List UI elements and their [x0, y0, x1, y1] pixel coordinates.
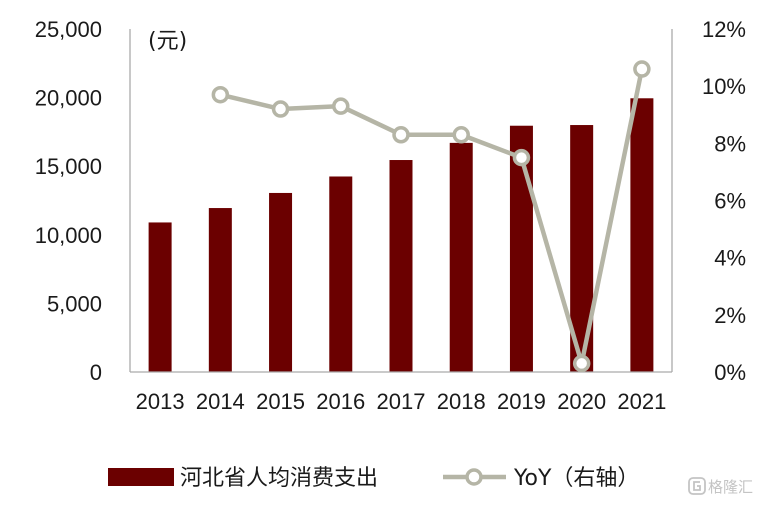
legend-bar-label: 河北省人均消费支出 — [180, 466, 378, 491]
left-tick-label: 5,000 — [47, 291, 102, 316]
right-tick-label: 0% — [714, 360, 746, 385]
yoy-point — [572, 354, 591, 373]
legend-bar-swatch — [108, 468, 174, 486]
left-tick-label: 0 — [90, 360, 102, 385]
x-tick-label: 2021 — [617, 389, 666, 414]
x-tick-label: 2020 — [557, 389, 606, 414]
watermark: 格隆汇 — [688, 477, 753, 496]
bar-series — [148, 98, 654, 372]
yoy-point — [211, 85, 230, 104]
x-tick-label: 2013 — [136, 389, 185, 414]
bar — [329, 176, 353, 372]
bar — [570, 125, 594, 372]
glh-logo-icon — [688, 477, 706, 495]
x-tick-label: 2017 — [377, 389, 426, 414]
left-tick-label: 15,000 — [35, 154, 102, 179]
right-tick-label: 10% — [702, 74, 746, 99]
yoy-point — [512, 148, 531, 167]
right-tick-label: 12% — [702, 17, 746, 42]
yoy-point — [271, 100, 290, 118]
right-tick-label: 6% — [714, 189, 746, 214]
bar — [449, 142, 473, 372]
x-tick-label: 2016 — [316, 389, 365, 414]
bar — [208, 208, 232, 372]
bar — [389, 160, 413, 372]
legend-line-marker — [465, 468, 483, 486]
bar — [630, 98, 654, 372]
yoy-point — [452, 126, 470, 144]
bar — [509, 125, 533, 372]
x-tick-label: 2014 — [196, 389, 245, 414]
bar — [269, 192, 293, 372]
x-tick-label: 2018 — [437, 389, 486, 414]
left-tick-label: 20,000 — [35, 86, 102, 111]
right-tick-label: 8% — [714, 131, 746, 156]
x-tick-label: 2015 — [256, 389, 305, 414]
left-axis-ticks: 0 5,000 10,000 15,000 20,000 25,000 — [35, 17, 102, 385]
x-axis-ticks: 2013 2014 2015 2016 2017 2018 2019 2020 2021 — [136, 389, 667, 414]
yoy-point — [332, 97, 350, 115]
right-tick-label: 4% — [714, 246, 746, 271]
legend: 河北省人均消费支出 YoY（右轴） — [108, 466, 639, 491]
left-axis-unit-label: (元) — [148, 29, 187, 54]
x-tick-label: 2019 — [497, 389, 546, 414]
yoy-line-series — [211, 60, 651, 373]
watermark-text: 格隆汇 — [708, 478, 753, 496]
right-tick-label: 2% — [714, 303, 746, 328]
left-tick-label: 25,000 — [35, 17, 102, 42]
legend-line-label: YoY（右轴） — [513, 466, 639, 491]
yoy-point — [392, 126, 410, 144]
left-tick-label: 10,000 — [35, 223, 102, 248]
yoy-point — [633, 60, 651, 78]
right-axis-ticks: 0% 2% 4% 6% 8% 10% 12% — [702, 17, 746, 385]
yoy-line — [219, 68, 645, 366]
bar — [148, 222, 172, 372]
